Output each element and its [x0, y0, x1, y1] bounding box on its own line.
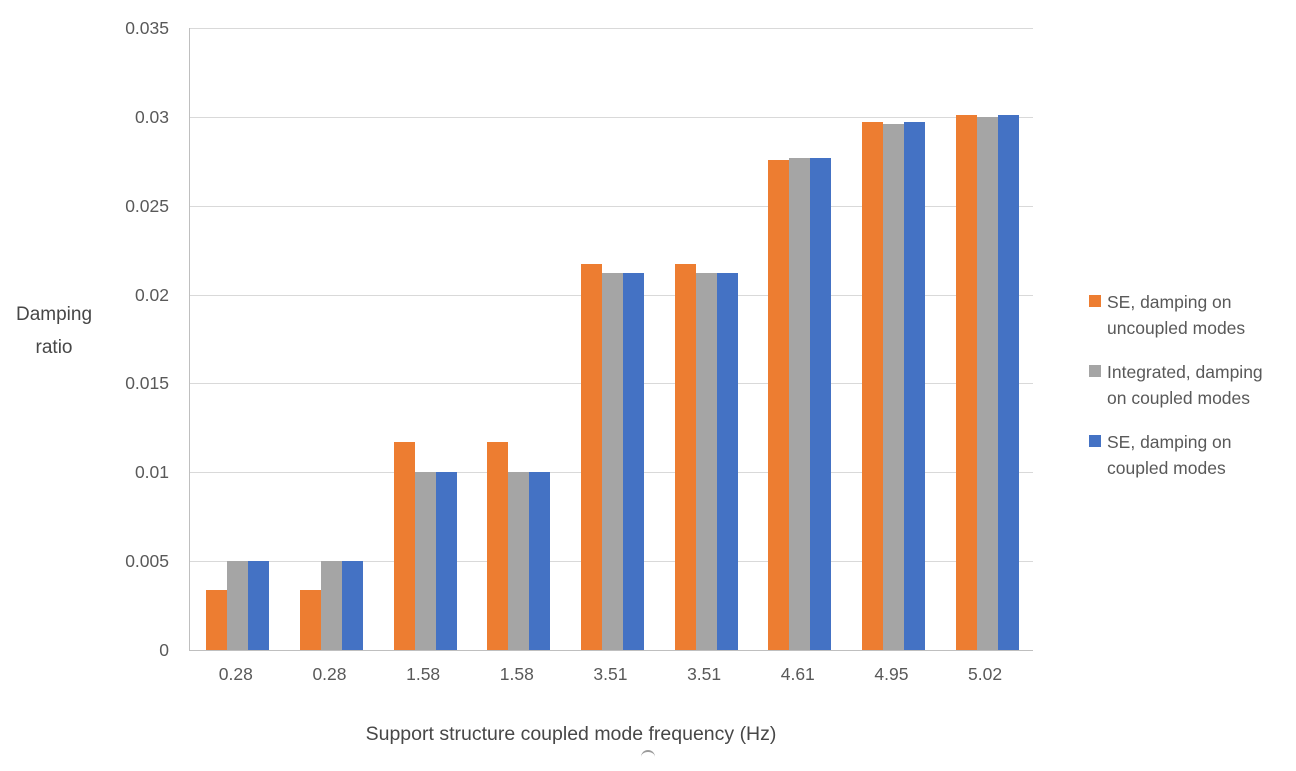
bar-integrated-coupled-0.28-0: [227, 561, 249, 650]
bar-se-uncoupled-3.51-5: [674, 264, 696, 650]
legend-label-line: SE, damping on: [1107, 292, 1232, 312]
y-axis-title-line1: Damping: [15, 304, 93, 325]
bar-integrated-coupled-5.02-8: [976, 117, 998, 650]
bar-group-0.28-1: [300, 561, 363, 650]
y-tick-label-0.02: 0.02: [134, 284, 169, 305]
legend-label-integrated-coupled: Integrated, damping on coupled modes: [1107, 359, 1263, 411]
y-tick-label-0.025: 0.025: [125, 195, 169, 216]
bar-se-coupled-3.51-4: [623, 273, 644, 650]
bar-se-uncoupled-5.02-8: [955, 115, 977, 650]
bar-se-uncoupled-4.95-7: [862, 122, 883, 650]
bar-integrated-coupled-4.95-7: [883, 124, 904, 650]
x-tick-label-3.51-5: 3.51: [687, 664, 722, 684]
x-tick-label-1.58-2: 1.58: [406, 664, 441, 684]
y-tick-label-0.01: 0.01: [134, 462, 169, 483]
bar-se-coupled-4.95-7: [904, 122, 925, 650]
gridline-0.03: [190, 116, 1033, 118]
legend-label-line: on coupled modes: [1107, 388, 1251, 408]
bar-se-coupled-4.61-6: [810, 158, 832, 650]
x-tick-label-0.28-0: 0.28: [218, 664, 253, 684]
legend-label-se-coupled: SE, damping on coupled modes: [1107, 429, 1232, 481]
x-tick-label-4.95-7: 4.95: [874, 664, 909, 684]
legend-swatch-se-coupled: [1089, 435, 1101, 447]
bar-group-1.58-3: [487, 442, 551, 650]
bar-se-uncoupled-3.51-4: [581, 264, 602, 650]
bar-integrated-coupled-4.61-6: [789, 158, 811, 650]
bar-group-3.51-5: [674, 264, 738, 650]
bar-se-uncoupled-1.58-2: [393, 442, 415, 650]
y-tick-label-0.015: 0.015: [125, 373, 169, 394]
bar-se-coupled-0.28-0: [248, 561, 270, 650]
bar-se-uncoupled-1.58-3: [487, 442, 509, 650]
legend-label-se-uncoupled: SE, damping on uncoupled modes: [1107, 289, 1245, 341]
plot-area: [189, 28, 1033, 651]
legend-entry-se-coupled: SE, damping on coupled modes: [1089, 429, 1289, 481]
bar-se-uncoupled-0.28-0: [206, 590, 228, 650]
y-axis-tick-labels: 0 0.005 0.01 0.015 0.02 0.025 0.03 0.035: [60, 19, 169, 659]
legend-label-line: uncoupled modes: [1107, 318, 1246, 338]
bar-integrated-coupled-3.51-5: [695, 273, 717, 650]
cropped-text-artifact: [641, 750, 655, 757]
bar-integrated-coupled-1.58-2: [414, 472, 436, 650]
legend: SE, damping on uncoupled modes Integrated,…: [1089, 289, 1289, 499]
bar-se-uncoupled-4.61-6: [768, 160, 790, 650]
bar-se-coupled-5.02-8: [997, 115, 1019, 650]
y-tick-label-0: 0: [159, 640, 169, 660]
bar-integrated-coupled-1.58-3: [508, 472, 530, 650]
legend-entry-se-uncoupled: SE, damping on uncoupled modes: [1089, 289, 1289, 341]
legend-entry-integrated-coupled: Integrated, damping on coupled modes: [1089, 359, 1289, 411]
bar-integrated-coupled-3.51-4: [602, 273, 623, 650]
x-axis-title: Support structure coupled mode frequency…: [365, 723, 777, 745]
bar-group-4.61-6: [768, 158, 832, 650]
y-axis-title-line2: ratio: [35, 337, 73, 358]
bar-se-coupled-3.51-5: [716, 273, 738, 650]
legend-swatch-se-uncoupled: [1089, 295, 1101, 307]
bar-se-uncoupled-0.28-1: [300, 590, 321, 650]
y-tick-label-0.005: 0.005: [125, 551, 169, 572]
bar-se-coupled-1.58-3: [529, 472, 551, 650]
gridline-0.025: [190, 205, 1033, 207]
y-tick-label-0.03: 0.03: [134, 106, 169, 127]
bar-group-5.02-8: [955, 115, 1019, 650]
bar-group-1.58-2: [393, 442, 457, 650]
bar-se-coupled-1.58-2: [435, 472, 457, 650]
x-tick-label-4.61-6: 4.61: [780, 664, 815, 684]
legend-swatch-integrated-coupled: [1089, 365, 1101, 377]
x-tick-label-0.28-1: 0.28: [312, 664, 347, 684]
legend-label-line: coupled modes: [1107, 458, 1226, 478]
y-tick-label-0.035: 0.035: [125, 18, 169, 38]
x-axis-tick-labels: 0.28 0.28 1.58 1.58 3.51 3.51 4.61 4.95 5.02: [189, 664, 1033, 685]
bar-group-3.51-4: [581, 264, 644, 650]
x-tick-label-3.51-4: 3.51: [593, 664, 628, 684]
x-tick-label-1.58-3: 1.58: [499, 664, 534, 684]
bar-integrated-coupled-0.28-1: [321, 561, 342, 650]
bar-group-4.95-7: [862, 122, 925, 650]
gridline-0.035: [190, 28, 1033, 29]
legend-label-line: SE, damping on: [1107, 432, 1232, 452]
y-axis-title: Damping ratio: [8, 298, 100, 364]
bar-group-0.28-0: [206, 561, 270, 650]
bar-se-coupled-0.28-1: [342, 561, 363, 650]
legend-label-line: Integrated, damping: [1107, 362, 1263, 382]
x-tick-label-5.02-8: 5.02: [968, 664, 1003, 684]
